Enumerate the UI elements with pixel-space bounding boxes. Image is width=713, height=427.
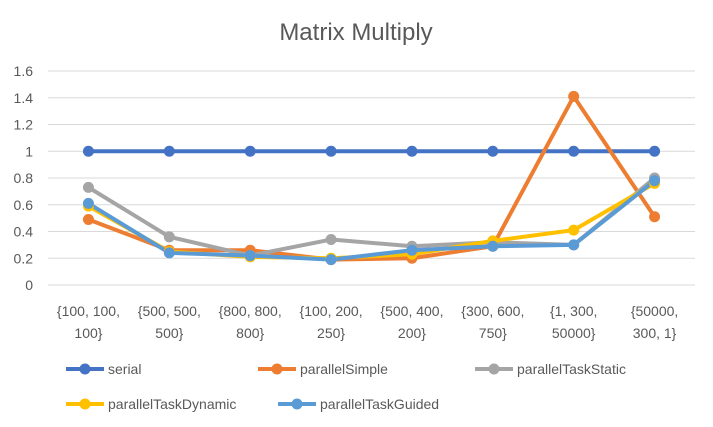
data-point-serial bbox=[163, 145, 175, 157]
data-point-parallel-task-guided bbox=[568, 239, 580, 251]
series-line-parallel-task-guided bbox=[86, 178, 657, 262]
data-point-parallel-task-static bbox=[163, 231, 175, 243]
x-tick-label: 750} bbox=[479, 325, 507, 341]
legend-marker-parallel-simple bbox=[271, 363, 283, 375]
x-axis-ticks: {100, 100, 100} {500, 500, 500} {800, 800, 80… bbox=[57, 303, 678, 341]
legend-label-parallel-task-guided: parallelTaskGuided bbox=[320, 396, 439, 412]
data-point-parallel-task-guided bbox=[163, 247, 175, 259]
y-tick-label: 0 bbox=[25, 277, 33, 293]
x-tick-label: 250} bbox=[317, 325, 345, 341]
y-tick-label: 0.8 bbox=[14, 170, 34, 186]
legend: serial parallelSimple parallelTaskStatic pa… bbox=[66, 361, 626, 412]
x-tick-label: {100, 200, bbox=[300, 303, 363, 319]
x-tick-label: {500, 500, bbox=[138, 303, 201, 319]
x-tick-label: {100, 100, bbox=[57, 303, 120, 319]
data-point-serial bbox=[82, 145, 94, 157]
x-tick-label: {500, 400, bbox=[380, 303, 443, 319]
data-point-parallel-simple bbox=[649, 211, 661, 223]
legend-label-parallel-simple: parallelSimple bbox=[300, 361, 388, 377]
y-tick-label: 1.4 bbox=[14, 90, 34, 106]
data-point-parallel-task-guided bbox=[82, 197, 94, 209]
y-tick-label: 0.4 bbox=[14, 224, 34, 240]
data-point-serial bbox=[487, 145, 499, 157]
data-point-parallel-task-static bbox=[325, 234, 337, 246]
data-point-parallel-task-guided bbox=[406, 244, 418, 256]
data-point-parallel-simple bbox=[568, 90, 580, 102]
data-point-serial bbox=[325, 145, 337, 157]
x-tick-label: 500} bbox=[155, 325, 183, 341]
x-tick-label: 100} bbox=[74, 325, 102, 341]
data-point-serial bbox=[568, 145, 580, 157]
data-point-serial bbox=[244, 145, 256, 157]
data-point-parallel-task-guided bbox=[325, 254, 337, 266]
series-markers bbox=[82, 90, 661, 266]
legend-marker-serial bbox=[79, 363, 91, 375]
legend-label-parallel-task-static: parallelTaskStatic bbox=[517, 361, 626, 377]
series-lines bbox=[86, 94, 657, 262]
y-tick-label: 1.2 bbox=[14, 117, 34, 133]
legend-marker-parallel-task-guided bbox=[291, 398, 303, 410]
y-tick-label: 0.2 bbox=[14, 250, 34, 266]
chart-title: Matrix Multiply bbox=[279, 19, 432, 46]
legend-label-serial: serial bbox=[108, 361, 141, 377]
data-point-parallel-task-guided bbox=[244, 250, 256, 262]
y-tick-label: 1.6 bbox=[14, 63, 34, 79]
x-tick-label: {50000, bbox=[631, 303, 679, 319]
x-tick-label: 300, 1} bbox=[633, 325, 677, 341]
x-tick-label: 200} bbox=[398, 325, 426, 341]
y-axis-ticks: 0 0.2 0.4 0.6 0.8 1 1.2 1.4 1.6 bbox=[14, 63, 34, 293]
series-line-parallel-simple bbox=[86, 94, 657, 262]
data-point-parallel-simple bbox=[82, 213, 94, 225]
data-point-parallel-task-static bbox=[82, 181, 94, 193]
y-tick-label: 1 bbox=[25, 143, 33, 159]
legend-label-parallel-task-dynamic: parallelTaskDynamic bbox=[108, 396, 236, 412]
x-tick-label: {800, 800, bbox=[219, 303, 282, 319]
data-point-parallel-task-dynamic bbox=[568, 224, 580, 236]
y-tick-label: 0.6 bbox=[14, 197, 34, 213]
x-tick-label: 50000} bbox=[552, 325, 596, 341]
legend-marker-parallel-task-dynamic bbox=[79, 398, 91, 410]
data-point-serial bbox=[406, 145, 418, 157]
data-point-parallel-task-guided bbox=[649, 175, 661, 187]
data-point-serial bbox=[649, 145, 661, 157]
x-tick-label: {1, 300, bbox=[550, 303, 598, 319]
data-point-parallel-task-guided bbox=[487, 240, 499, 252]
legend-marker-parallel-task-static bbox=[488, 363, 500, 375]
x-tick-label: 800} bbox=[236, 325, 264, 341]
x-tick-label: {300, 600, bbox=[461, 303, 524, 319]
